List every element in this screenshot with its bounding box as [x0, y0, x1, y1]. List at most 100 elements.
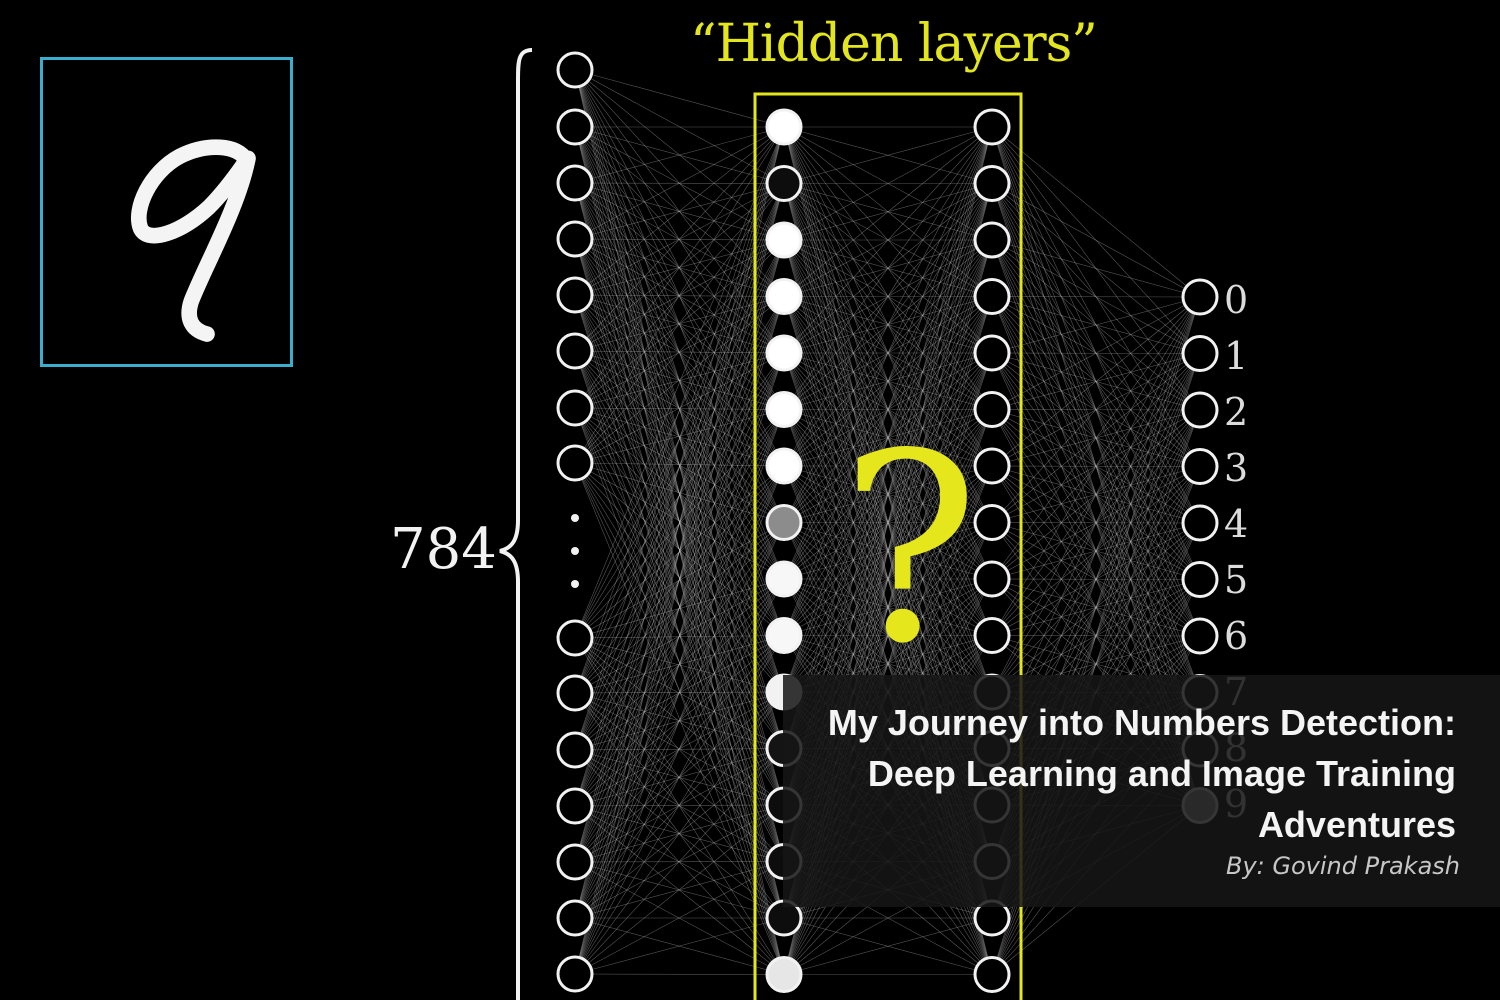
connection-line — [574, 635, 785, 639]
connection-line — [574, 239, 785, 751]
connection-line — [991, 465, 1201, 467]
hidden-2-neuron — [973, 560, 1011, 598]
connection-line — [783, 126, 993, 241]
connection-line — [574, 294, 785, 636]
connection-line — [574, 238, 785, 580]
connection-line — [991, 409, 1201, 467]
connection-line — [783, 917, 993, 975]
connection-line — [991, 296, 1201, 636]
connection-line — [574, 239, 785, 464]
connection-line — [991, 239, 1201, 467]
connection-line — [574, 69, 785, 862]
connection-line — [783, 183, 993, 749]
input-neuron — [556, 444, 594, 482]
connection-line — [783, 296, 993, 354]
connection-line — [574, 350, 785, 410]
connection-line — [991, 578, 1201, 580]
connection-line — [991, 353, 1201, 523]
connection-line — [574, 296, 785, 975]
connection-line — [574, 350, 785, 636]
connection-line — [574, 126, 785, 464]
connection-line — [991, 522, 1201, 580]
connection-line — [574, 522, 785, 751]
connection-line — [991, 239, 1201, 411]
connection-line — [574, 294, 785, 354]
connection-line — [574, 522, 785, 807]
connection-line — [991, 296, 1201, 749]
connection-line — [574, 126, 785, 807]
connection-line — [991, 352, 1201, 693]
connection-line — [574, 635, 785, 807]
connection-line — [783, 183, 993, 580]
connection-line — [991, 296, 1201, 354]
connection-line — [783, 183, 993, 693]
connection-line — [574, 69, 785, 806]
connection-line — [574, 748, 785, 975]
connection-line — [574, 462, 785, 580]
connection-line — [783, 409, 993, 580]
hidden-1-neuron — [765, 278, 803, 315]
connection-line — [574, 69, 785, 523]
connection-line — [574, 352, 785, 694]
hidden-1-neuron — [765, 391, 803, 428]
connection-line — [574, 183, 785, 807]
connection-line — [574, 238, 785, 410]
hidden-1-neuron — [765, 617, 803, 654]
connection-line — [991, 183, 1201, 524]
connection-line — [991, 409, 1201, 580]
connection-line — [574, 637, 785, 919]
hidden-1-neuron — [765, 504, 803, 541]
connection-line — [574, 294, 785, 862]
connection-line — [574, 407, 785, 693]
connection-line — [783, 126, 993, 467]
connection-line — [574, 126, 785, 297]
connection-line — [574, 465, 785, 694]
connection-line — [991, 409, 1201, 636]
connection-line — [783, 578, 993, 693]
connection-line — [574, 409, 785, 807]
output-label-3: 3 — [1224, 446, 1249, 490]
connection-line — [574, 522, 785, 919]
connection-line — [783, 126, 993, 410]
connection-line — [574, 578, 785, 807]
connection-line — [574, 69, 785, 749]
connection-line — [574, 407, 785, 636]
connection-line — [574, 69, 785, 297]
connection-line — [574, 522, 785, 639]
connection-line — [991, 239, 1201, 580]
connection-line — [574, 69, 785, 580]
connection-line — [574, 294, 785, 975]
connection-line — [783, 126, 993, 184]
connection-line — [783, 126, 993, 636]
connection-line — [783, 183, 993, 523]
connection-line — [783, 465, 993, 693]
hidden-2-neuron — [973, 334, 1011, 372]
input-digit-image — [40, 57, 293, 367]
connection-line — [574, 748, 785, 751]
connection-line — [991, 183, 1201, 693]
connection-line — [783, 126, 993, 467]
connection-line — [574, 69, 785, 410]
connection-line — [991, 465, 1201, 637]
connection-line — [574, 637, 785, 975]
connection-line — [574, 691, 785, 863]
connection-line — [574, 296, 785, 807]
connection-line — [991, 183, 1201, 354]
connection-line — [991, 465, 1201, 524]
connection-line — [783, 409, 993, 693]
connection-line — [991, 126, 1201, 354]
connection-line — [574, 239, 785, 919]
connection-line — [783, 183, 993, 410]
hidden-1-neuron — [765, 221, 803, 259]
connection-line — [783, 239, 993, 636]
connection-line — [574, 462, 785, 806]
connection-line — [574, 126, 785, 639]
connection-line — [574, 182, 785, 467]
connection-line — [783, 465, 993, 523]
connection-line — [991, 352, 1201, 637]
hidden-2-neuron — [973, 617, 1011, 654]
layer-decorations — [499, 48, 1023, 1000]
connection-line — [783, 296, 993, 354]
connection-line — [574, 578, 785, 694]
question-mark: ? — [840, 399, 980, 701]
